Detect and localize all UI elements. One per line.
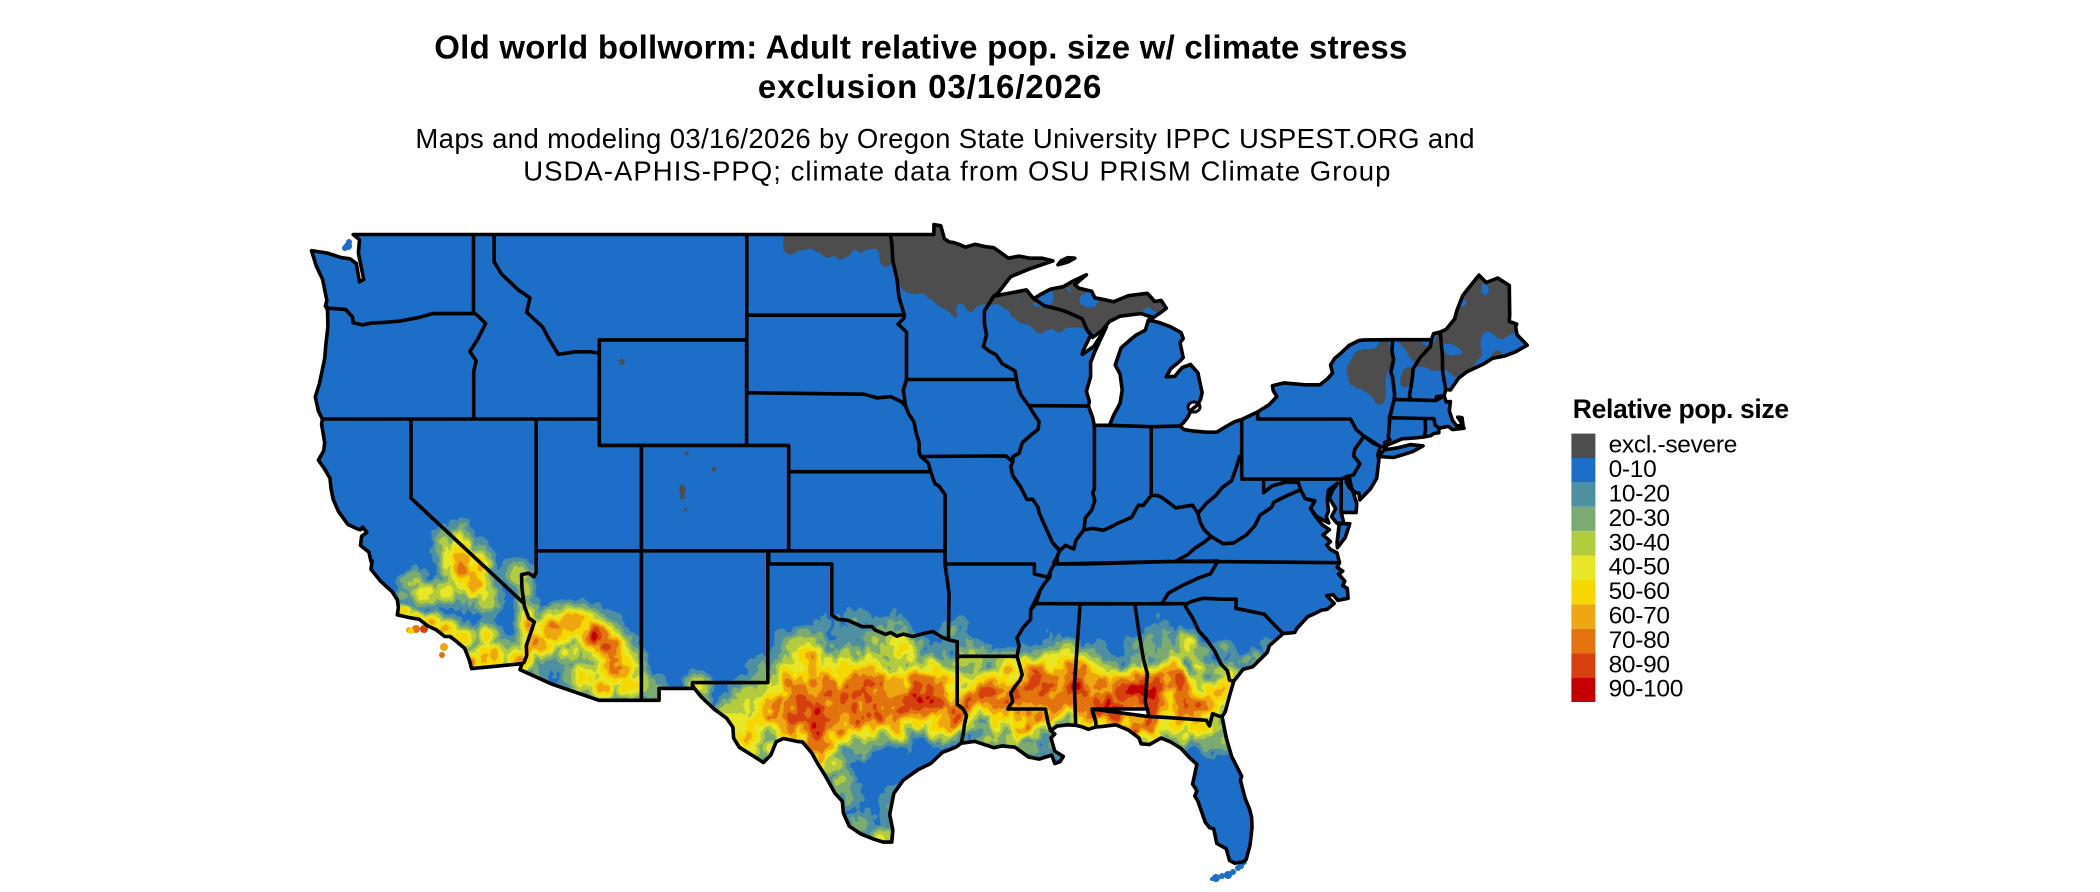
svg-text:90-100: 90-100 [1609,676,1684,703]
svg-text:Old world bollworm: Adult rela: Old world bollworm: Adult relative pop. … [434,28,1407,65]
svg-text:30-40: 30-40 [1609,529,1670,556]
svg-text:70-80: 70-80 [1609,627,1670,654]
svg-text:0-10: 0-10 [1609,456,1657,483]
svg-text:60-70: 60-70 [1609,603,1670,630]
svg-text:USDA-APHIS-PPQ; climate data f: USDA-APHIS-PPQ; climate data from OSU PR… [523,156,1391,187]
svg-text:20-30: 20-30 [1609,505,1670,532]
svg-text:50-60: 50-60 [1609,578,1670,605]
svg-text:excl.-severe: excl.-severe [1609,432,1737,459]
svg-text:80-90: 80-90 [1609,651,1670,678]
svg-text:40-50: 40-50 [1609,554,1670,581]
svg-text:exclusion 03/16/2026: exclusion 03/16/2026 [758,68,1102,105]
svg-text:10-20: 10-20 [1609,481,1670,508]
svg-text:Maps and modeling 03/16/2026 b: Maps and modeling 03/16/2026 by Oregon S… [415,123,1475,154]
svg-text:Relative pop. size: Relative pop. size [1573,394,1789,424]
